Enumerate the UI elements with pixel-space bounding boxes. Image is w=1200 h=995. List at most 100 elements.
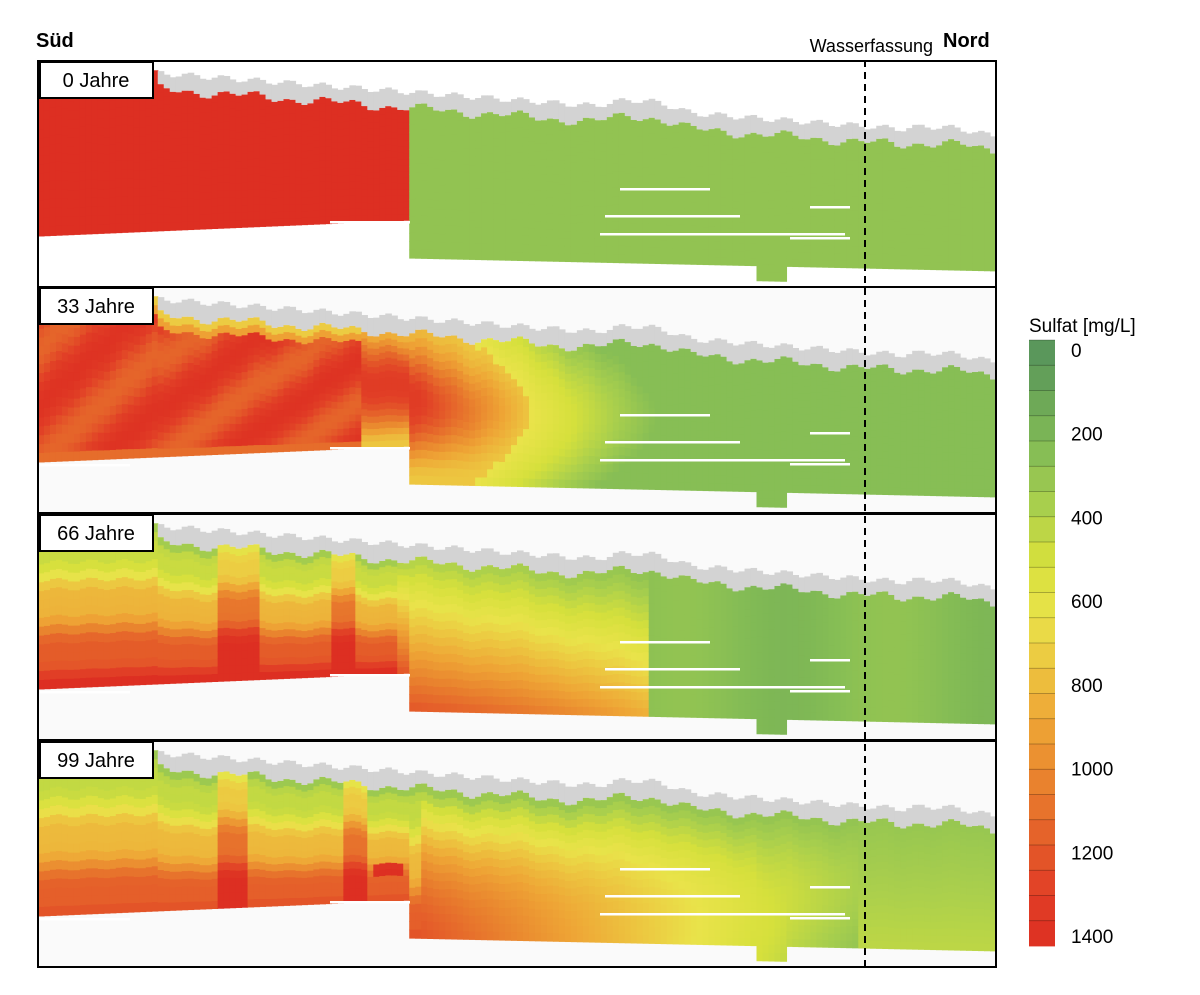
surface-cell [439, 322, 446, 338]
concentration-cell [253, 158, 261, 168]
concentration-cell [732, 187, 740, 196]
concentration-cell [594, 432, 602, 442]
concentration-cell [115, 351, 123, 361]
concentration-cell [720, 197, 728, 206]
concentration-cell [277, 128, 285, 137]
concentration-cell [978, 187, 985, 195]
concentration-cell [708, 257, 716, 266]
concentration-cell [38, 200, 45, 210]
concentration-cell [421, 112, 428, 122]
concentration-cell [906, 248, 913, 256]
surface-cell [229, 305, 237, 320]
concentration-cell [858, 148, 865, 156]
concentration-cell [115, 360, 123, 370]
concentration-cell [85, 332, 93, 343]
concentration-cell [403, 207, 410, 215]
concentration-cell [481, 170, 488, 179]
surface-cell [439, 96, 446, 112]
concentration-cell [175, 184, 183, 193]
concentration-cell [528, 157, 536, 166]
concentration-cell [373, 196, 380, 204]
concentration-cell [49, 388, 57, 399]
concentration-cell [301, 204, 309, 212]
concentration-cell [121, 377, 129, 387]
concentration-cell [397, 372, 404, 380]
concentration-cell [636, 433, 644, 443]
concentration-cell [594, 393, 602, 403]
concentration-cell [73, 119, 81, 130]
concentration-cell [235, 350, 243, 359]
concentration-cell [181, 339, 189, 349]
concentration-cell [690, 187, 698, 196]
surface-cell [163, 74, 171, 89]
concentration-cell [451, 352, 458, 362]
concentration-cell [85, 432, 93, 443]
concentration-cell [630, 135, 638, 145]
concentration-cell [511, 469, 518, 479]
concentration-cell [187, 386, 195, 395]
concentration-cell [367, 153, 374, 161]
concentration-cell [379, 422, 386, 429]
concentration-cell [972, 159, 979, 168]
concentration-cell [511, 428, 518, 438]
concentration-cell [373, 202, 380, 210]
concentration-cell [403, 366, 410, 374]
concentration-cell [654, 401, 662, 411]
concentration-cell [594, 425, 602, 434]
concentration-cell [505, 397, 512, 407]
concentration-cell [546, 447, 554, 456]
concentration-cell [499, 461, 506, 471]
concentration-cell [528, 359, 536, 368]
concentration-cell [49, 107, 57, 118]
concentration-cell [145, 125, 153, 136]
concentration-cell [181, 221, 189, 231]
surface-cell [253, 303, 261, 318]
concentration-cell [570, 132, 578, 141]
concentration-cell [744, 177, 752, 186]
concentration-cell [421, 103, 428, 113]
concentration-cell [505, 235, 512, 245]
concentration-cell [367, 172, 374, 179]
concentration-cell [361, 131, 368, 139]
concentration-cell [211, 110, 219, 119]
concentration-cell [666, 233, 674, 242]
concentration-cell [678, 240, 686, 249]
concentration-cell [205, 112, 213, 121]
concentration-cell [546, 479, 554, 488]
concentration-cell [924, 214, 931, 223]
concentration-cell [43, 363, 51, 373]
concentration-cell [918, 178, 925, 187]
concentration-cell [624, 140, 632, 150]
concentration-cell [229, 371, 237, 380]
concentration-cell [337, 362, 344, 370]
concentration-cell [463, 390, 470, 399]
surface-cell [876, 125, 883, 139]
concentration-cell [511, 161, 518, 171]
concentration-cell [636, 418, 644, 427]
concentration-cell [936, 200, 943, 209]
concentration-cell [187, 370, 195, 380]
concentration-cell [157, 173, 165, 183]
concentration-cell [397, 440, 404, 448]
concentration-cell [960, 207, 967, 215]
concentration-cell [163, 96, 171, 105]
concentration-cell [487, 411, 494, 421]
concentration-cell [205, 134, 213, 143]
concentration-cell [684, 232, 692, 242]
model-gap [600, 233, 845, 236]
concentration-cell [241, 408, 249, 417]
concentration-cell [451, 142, 458, 152]
concentration-cell [852, 224, 859, 233]
concentration-cell [85, 188, 93, 199]
concentration-cell [570, 441, 578, 451]
concentration-cell [762, 160, 770, 170]
concentration-cell [379, 403, 386, 411]
concentration-cell [133, 440, 141, 450]
concentration-cell [960, 228, 967, 236]
concentration-cell [247, 325, 255, 334]
concentration-cell [349, 215, 356, 224]
concentration-cell [409, 107, 416, 117]
concentration-cell [265, 381, 273, 390]
concentration-cell [594, 206, 602, 216]
concentration-cell [241, 190, 249, 199]
